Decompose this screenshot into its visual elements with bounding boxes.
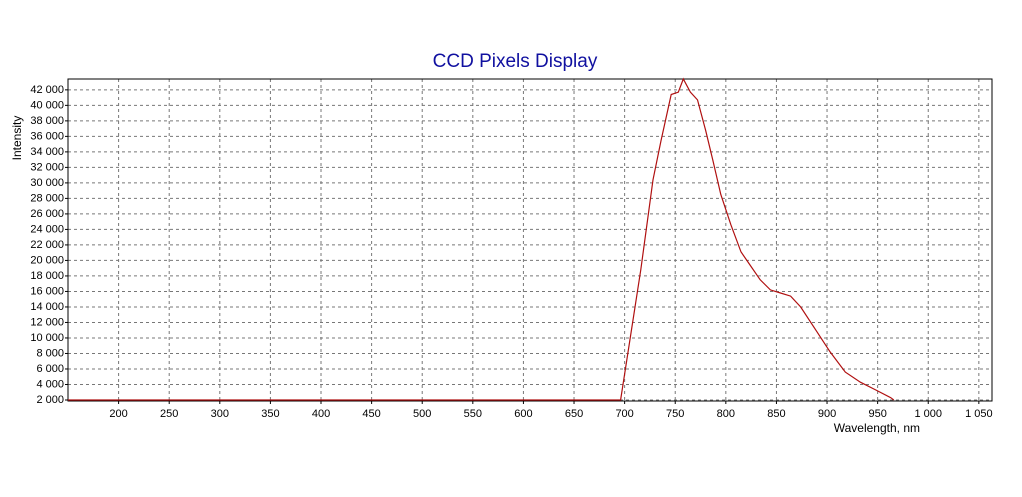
y-tick-label: 40 000: [30, 99, 64, 111]
y-tick-label: 36 000: [30, 130, 64, 142]
x-tick-label: 350: [261, 408, 279, 420]
y-tick-label: 20 000: [30, 254, 64, 266]
x-tick-label: 750: [666, 408, 684, 420]
x-tick-label: 1 050: [965, 408, 993, 420]
x-tick-label: 500: [413, 408, 431, 420]
y-tick-label: 34 000: [30, 146, 64, 158]
x-tick-label: 950: [868, 408, 886, 420]
x-tick-label: 550: [464, 408, 482, 420]
x-tick-label: 800: [717, 408, 735, 420]
x-tick-label: 900: [818, 408, 836, 420]
data-line: [68, 77, 895, 401]
y-tick-label: 4 000: [36, 378, 64, 390]
y-tick-label: 6 000: [36, 363, 64, 375]
x-tick-label: 850: [767, 408, 785, 420]
y-axis-label: Intensity: [10, 116, 24, 161]
y-tick-label: 18 000: [30, 270, 64, 282]
y-tick-label: 42 000: [30, 84, 64, 96]
y-tick-label: 16 000: [30, 285, 64, 297]
x-tick-label: 300: [211, 408, 229, 420]
y-tick-label: 12 000: [30, 316, 64, 328]
y-tick-label: 8 000: [36, 347, 64, 359]
x-tick-label: 200: [109, 408, 127, 420]
y-tick-label: 30 000: [30, 177, 64, 189]
x-tick-label: 400: [312, 408, 330, 420]
x-tick-label: 700: [615, 408, 633, 420]
x-tick-label: 600: [514, 408, 532, 420]
y-tick-label: 28 000: [30, 192, 64, 204]
plot-frame: [67, 78, 993, 402]
x-tick-label: 650: [565, 408, 583, 420]
x-tick-label: 1 000: [914, 408, 942, 420]
chart-title: CCD Pixels Display: [433, 51, 598, 72]
y-tick-label: 32 000: [30, 161, 64, 173]
x-tick-label: 450: [362, 408, 380, 420]
y-tick-label: 24 000: [30, 223, 64, 235]
y-tick-label: 26 000: [30, 208, 64, 220]
x-axis-label: Wavelength, nm: [834, 421, 920, 435]
y-tick-label: 14 000: [30, 301, 64, 313]
y-tick-label: 22 000: [30, 239, 64, 251]
y-tick-label: 38 000: [30, 115, 64, 127]
x-tick-label: 250: [160, 408, 178, 420]
y-tick-label: 2 000: [36, 394, 64, 406]
y-tick-label: 10 000: [30, 332, 64, 344]
